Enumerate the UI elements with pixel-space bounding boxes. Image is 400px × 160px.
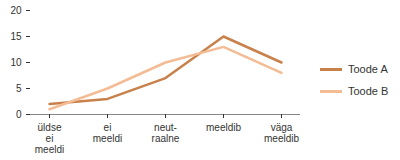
html-text:Toode A: Toode A <box>348 63 388 75</box>
svg-text:20: 20 <box>10 5 22 16</box>
svg-text:meeldib: meeldib <box>206 122 241 133</box>
svg-text:10: 10 <box>10 57 22 68</box>
svg-text:0: 0 <box>16 109 22 120</box>
svg-text:eimeeldi: eimeeldi <box>93 122 122 144</box>
svg-text:15: 15 <box>10 31 22 42</box>
svg-text:vägameeldib: vägameeldib <box>264 122 299 144</box>
svg-text:neut-raalne: neut-raalne <box>152 122 180 144</box>
html-text:Toode B: Toode B <box>348 85 389 97</box>
svg-text:üldseeimeeldi: üldseeimeeldi <box>35 122 64 155</box>
svg-text:5: 5 <box>16 83 22 94</box>
